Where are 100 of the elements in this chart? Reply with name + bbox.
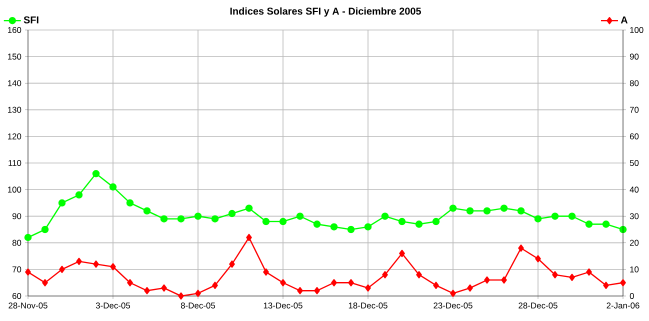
x-tick-label: 8-Dec-05 <box>180 302 216 309</box>
point <box>93 260 99 268</box>
point <box>399 250 405 258</box>
point <box>586 268 592 276</box>
point <box>126 199 134 207</box>
point <box>194 212 202 220</box>
x-tick-label: 28-Dec-05 <box>518 302 558 309</box>
y-tick-label: 130 <box>8 106 22 113</box>
point <box>603 282 609 289</box>
point <box>450 290 456 297</box>
x-tick-label: 18-Dec-05 <box>348 302 388 309</box>
point <box>484 276 490 284</box>
y2-tick-label: 50 <box>630 160 639 166</box>
point <box>177 215 185 222</box>
legend-label: SFI <box>24 16 38 24</box>
point <box>144 287 150 294</box>
point <box>229 260 235 268</box>
point <box>569 274 575 282</box>
point <box>449 204 457 212</box>
y-tick-label: 140 <box>8 80 22 86</box>
point <box>109 183 117 191</box>
point <box>365 284 371 292</box>
point <box>517 207 525 215</box>
point <box>467 284 473 292</box>
x-tick-label: 23-Dec-05 <box>434 302 472 309</box>
point <box>620 279 626 286</box>
point <box>92 170 100 178</box>
point <box>76 258 82 266</box>
point <box>143 207 151 215</box>
point <box>161 284 167 292</box>
point <box>212 282 218 289</box>
y2-tick-label: 20 <box>630 240 639 246</box>
y-tick-label: 150 <box>8 54 22 60</box>
point <box>263 268 269 276</box>
point <box>364 223 372 230</box>
point <box>127 279 133 286</box>
chart-title: Indices Solares SFI y A - Diciembre 2005 <box>230 7 422 17</box>
point <box>331 279 337 286</box>
y-tick-label: 100 <box>8 186 22 193</box>
y-tick-label: 110 <box>8 160 22 166</box>
point <box>41 226 49 234</box>
y2-tick-label: 40 <box>630 186 639 193</box>
point <box>552 271 558 278</box>
point <box>534 215 542 222</box>
point <box>262 218 270 226</box>
point <box>24 234 32 242</box>
point <box>415 220 423 228</box>
point <box>483 207 491 215</box>
point <box>432 218 440 226</box>
y2-tick-label: 10 <box>630 266 639 272</box>
point <box>25 268 31 276</box>
y2-tick-label: 70 <box>630 106 639 113</box>
point <box>75 191 83 199</box>
y-tick-label: 70 <box>12 266 22 272</box>
point <box>551 212 559 220</box>
point <box>330 223 338 230</box>
y2-tick-label: 0 <box>630 293 634 299</box>
y-tick-label: 90 <box>12 213 22 220</box>
point <box>585 220 593 228</box>
point <box>500 204 508 212</box>
y2-tick-label: 90 <box>630 54 639 60</box>
x-tick-label: 28-Nov-05 <box>8 302 48 309</box>
y2-tick-label: 100 <box>630 27 644 33</box>
y-tick-label: 60 <box>12 293 22 299</box>
point <box>466 207 474 215</box>
point <box>279 218 287 226</box>
point <box>314 287 320 294</box>
point <box>296 212 304 220</box>
x-tick-label: 2-Jan-06 <box>606 302 640 309</box>
point <box>110 263 116 270</box>
y-tick-label: 120 <box>8 133 22 140</box>
point <box>433 282 439 289</box>
point <box>211 215 219 222</box>
point <box>58 199 66 207</box>
point <box>246 234 252 242</box>
point <box>245 204 253 212</box>
point <box>381 212 389 220</box>
point <box>297 287 303 294</box>
point <box>518 244 524 252</box>
point <box>313 220 321 228</box>
point <box>228 210 236 218</box>
x-tick-label: 3-Dec-05 <box>96 302 130 309</box>
point <box>602 220 610 228</box>
point <box>568 212 576 220</box>
x-tick-label: 13-Dec-05 <box>264 302 302 309</box>
point <box>195 290 201 297</box>
point <box>347 226 355 234</box>
y-tick-label: 160 <box>8 27 22 33</box>
point <box>59 266 65 274</box>
point <box>42 279 48 286</box>
point <box>535 255 541 262</box>
point <box>398 218 406 226</box>
legend-label: A <box>620 16 628 24</box>
point <box>280 279 286 286</box>
point <box>160 215 168 222</box>
y-tick-label: 80 <box>12 240 22 246</box>
point <box>348 279 354 286</box>
point <box>382 271 388 278</box>
point <box>178 292 184 300</box>
point <box>501 276 507 284</box>
